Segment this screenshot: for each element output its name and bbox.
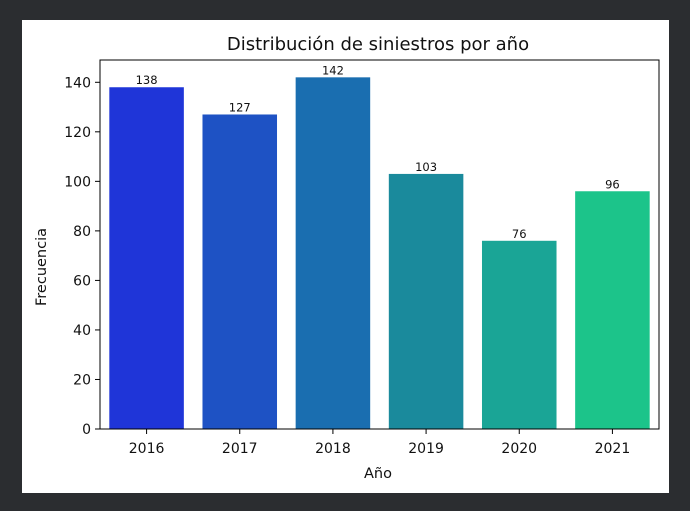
bar-chart: Distribución de siniestros por año Año F… [34,34,660,482]
data-label-2021: 96 [605,177,620,191]
data-label-2018: 142 [322,63,344,77]
y-tick-label: 100 [64,174,91,190]
x-tick-label: 2020 [501,441,537,457]
y-axis-label: Frecuencia [34,228,50,306]
x-tick-label: 2016 [129,441,165,457]
x-tick-label: 2019 [408,441,444,457]
x-tick-label: 2017 [222,441,258,457]
x-axis: 2016 2017 2018 2019 2020 2021 [129,429,630,457]
x-tick-label: 2018 [315,441,351,457]
data-labels-group: 138 127 142 103 76 96 [136,63,620,240]
y-tick-label: 140 [64,75,91,91]
x-tick-label: 2021 [595,441,631,457]
data-label-2019: 103 [415,160,437,174]
y-tick-label: 80 [73,224,91,240]
chart-title: Distribución de siniestros por año [227,34,529,55]
y-tick-label: 120 [64,125,91,141]
data-label-2017: 127 [229,100,251,114]
plot-area-frame [99,59,660,430]
y-tick-label: 60 [73,273,91,289]
bar-2018 [295,77,371,429]
y-tick-label: 0 [82,422,91,438]
chart-figure: Distribución de siniestros por año Año F… [22,20,669,493]
bar-2019 [388,173,464,429]
x-axis-label: Año [364,466,392,482]
data-label-2016: 138 [136,73,158,87]
y-axis: 0 20 40 60 80 100 120 140 [64,75,100,438]
y-tick-label: 20 [73,372,91,388]
y-tick-label: 40 [73,323,91,339]
bar-2021 [575,191,650,429]
bar-2020 [481,240,557,429]
bar-2016 [109,87,184,429]
data-label-2020: 76 [512,227,527,241]
bars-group [109,77,650,430]
bar-2017 [202,114,278,430]
